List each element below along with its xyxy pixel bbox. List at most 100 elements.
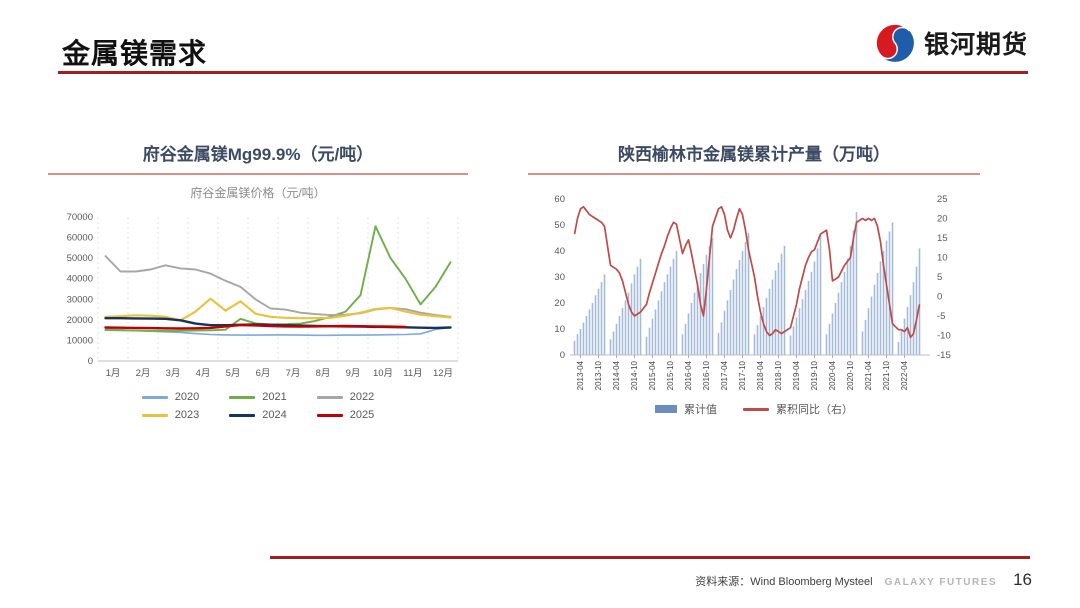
svg-text:0: 0 <box>560 350 565 361</box>
svg-text:2018-04: 2018-04 <box>756 360 765 390</box>
legend-swatch-2021 <box>229 395 256 399</box>
legend-swatch-2020 <box>141 395 168 399</box>
svg-text:15: 15 <box>937 233 948 244</box>
legend-item-yoy: 累积同比（右） <box>743 401 853 417</box>
svg-text:10: 10 <box>554 324 565 335</box>
svg-text:1月: 1月 <box>106 368 121 379</box>
svg-text:3月: 3月 <box>166 368 181 379</box>
left-chart-title: 府谷金属镁Mg99.9%（元/吨） <box>142 145 374 164</box>
legend-label: 累积同比（右） <box>776 404 853 416</box>
legend-item-2025: 2025 <box>316 409 375 421</box>
svg-text:25: 25 <box>937 194 948 205</box>
svg-text:2020-10: 2020-10 <box>846 360 855 390</box>
price-line-chart: 0 10000 20000 30000 40000 50000 60000 70000 1月 2月… <box>67 212 459 379</box>
svg-text:60: 60 <box>554 194 565 205</box>
svg-text:2021-10: 2021-10 <box>882 360 891 390</box>
svg-text:5月: 5月 <box>226 368 241 379</box>
legend-swatch-yoy <box>743 407 769 411</box>
right-title-underline <box>528 173 980 175</box>
legend-item-2020: 2020 <box>141 391 200 403</box>
legend-label: 2022 <box>349 391 375 403</box>
svg-text:11月: 11月 <box>403 368 422 379</box>
footer-divider <box>270 556 1030 559</box>
galaxy-futures-logo: 银河期货 <box>874 22 1028 64</box>
legend-item-2023: 2023 <box>141 409 200 421</box>
svg-text:-10: -10 <box>937 331 951 342</box>
svg-text:2015-10: 2015-10 <box>666 360 675 390</box>
galaxy-logo-icon <box>875 23 914 62</box>
legend-swatch-2025 <box>316 413 343 417</box>
svg-text:10000: 10000 <box>67 335 93 346</box>
svg-text:20: 20 <box>554 298 565 309</box>
svg-text:20000: 20000 <box>67 315 93 326</box>
svg-text:50: 50 <box>554 220 565 231</box>
svg-text:2013-10: 2013-10 <box>594 360 603 390</box>
right-chart-title: 陕西榆林市金属镁累计产量（万吨） <box>618 145 890 164</box>
svg-text:40: 40 <box>554 246 565 257</box>
svg-text:2017-10: 2017-10 <box>738 360 747 390</box>
svg-text:2月: 2月 <box>136 368 151 379</box>
legend-swatch-2023 <box>141 413 168 417</box>
svg-text:8月: 8月 <box>316 368 331 379</box>
title-underline <box>58 71 1028 74</box>
svg-text:12月: 12月 <box>433 368 453 379</box>
svg-text:60000: 60000 <box>67 233 93 244</box>
logo-text: 银河期货 <box>923 31 1028 59</box>
svg-text:20: 20 <box>937 214 948 225</box>
svg-text:2014-10: 2014-10 <box>630 360 639 390</box>
svg-text:9月: 9月 <box>346 368 361 379</box>
footer: 资料来源：Wind Bloomberg Mysteel GALAXY FUTUR… <box>695 570 1032 590</box>
legend-label: 2021 <box>262 391 287 403</box>
svg-text:2016-10: 2016-10 <box>702 360 711 390</box>
svg-text:2013-04: 2013-04 <box>576 360 585 390</box>
legend-label: 2023 <box>174 409 200 421</box>
svg-text:-5: -5 <box>937 311 945 322</box>
legend-label: 2020 <box>174 391 200 403</box>
svg-text:0: 0 <box>88 356 93 367</box>
svg-text:2021-04: 2021-04 <box>864 360 873 390</box>
svg-text:2015-04: 2015-04 <box>648 360 657 390</box>
svg-text:10: 10 <box>937 253 948 264</box>
legend-item-2024: 2024 <box>229 409 287 421</box>
left-chart-legend: 2020 2021 2022 2023 2024 2025 <box>48 391 468 421</box>
svg-text:2014-04: 2014-04 <box>612 360 621 390</box>
svg-text:30000: 30000 <box>67 294 93 305</box>
legend-label: 累计值 <box>684 404 717 416</box>
svg-text:2022-04: 2022-04 <box>900 360 909 390</box>
source-text: 资料来源：Wind Bloomberg Mysteel <box>695 576 873 588</box>
svg-text:50000: 50000 <box>67 253 93 264</box>
svg-text:2019-04: 2019-04 <box>792 360 801 390</box>
svg-text:7月: 7月 <box>286 368 301 379</box>
page-number: 16 <box>1013 570 1032 589</box>
legend-item-2021: 2021 <box>229 391 287 403</box>
legend-item-cumulative: 累计值 <box>655 401 717 417</box>
svg-text:10月: 10月 <box>373 368 393 379</box>
svg-text:-15: -15 <box>937 350 951 361</box>
left-chart-panel: 府谷金属镁Mg99.9%（元/吨） 府谷金属镁价格（元/吨） 0 10000 200… <box>48 140 468 421</box>
legend-label: 2024 <box>262 409 287 421</box>
right-chart-legend: 累计值 累积同比（右） <box>528 401 980 417</box>
legend-label: 2025 <box>349 409 375 421</box>
svg-text:2018-10: 2018-10 <box>774 360 783 390</box>
left-title-underline <box>48 173 468 175</box>
legend-item-2022: 2022 <box>316 391 375 403</box>
left-chart-subtitle: 府谷金属镁价格（元/吨） <box>190 186 326 200</box>
right-chart-panel: 陕西榆林市金属镁累计产量（万吨） 0 10 20 30 40 50 60 -15 -10 -5 0 5… <box>528 140 980 417</box>
svg-text:0: 0 <box>937 292 942 303</box>
svg-text:4月: 4月 <box>196 368 211 379</box>
svg-text:2017-04: 2017-04 <box>720 360 729 390</box>
svg-text:2020-04: 2020-04 <box>828 360 837 390</box>
svg-text:40000: 40000 <box>67 274 93 285</box>
production-bar-line-chart: 0 10 20 30 40 50 60 -15 -10 -5 0 5 10 15 20 25 2013-04 20… <box>554 194 951 390</box>
svg-text:2019-10: 2019-10 <box>810 360 819 390</box>
svg-text:70000: 70000 <box>67 212 93 223</box>
brand-text: GALAXY FUTURES <box>884 577 998 588</box>
legend-swatch-2022 <box>316 395 343 399</box>
svg-text:6月: 6月 <box>256 368 271 379</box>
svg-text:5: 5 <box>937 272 942 283</box>
page-title: 金属镁需求 <box>62 38 208 69</box>
legend-swatch-2024 <box>229 413 256 417</box>
svg-text:30: 30 <box>554 272 565 283</box>
svg-text:2016-04: 2016-04 <box>684 360 693 390</box>
